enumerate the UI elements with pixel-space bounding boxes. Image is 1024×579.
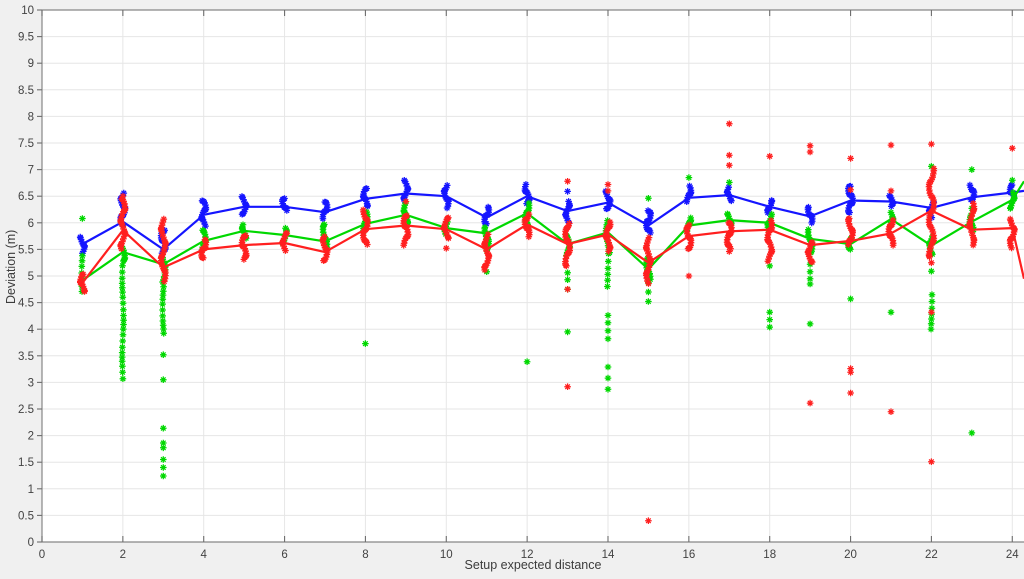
y-tick-label: 3.5	[18, 351, 34, 363]
y-tick-label: 9.5	[18, 32, 34, 44]
series-blue-mean-line	[81, 189, 1024, 251]
y-tick-label: 8	[28, 111, 34, 123]
y-axis-label: Deviation (m)	[4, 229, 18, 304]
x-tick-label: 16	[682, 549, 695, 561]
y-tick-label: 1	[28, 484, 34, 496]
y-tick-label: 7.5	[18, 138, 34, 150]
x-tick-label: 0	[39, 549, 45, 561]
x-tick-label: 6	[281, 549, 287, 561]
tick-marks	[37, 9, 1013, 543]
y-tick-label: 2.5	[18, 404, 34, 416]
x-tick-label: 12	[521, 549, 534, 561]
x-tick-label: 24	[1006, 549, 1019, 561]
series-red-mean-line	[81, 209, 1024, 284]
x-tick-label: 22	[925, 549, 938, 561]
tick-labels: 0 2 4 6 8 10 12 14 16 18 20 22 2400.511.522.533.544.…	[18, 5, 1019, 561]
y-tick-label: 0	[28, 537, 34, 549]
x-tick-label: 14	[602, 549, 615, 561]
y-tick-label: 4	[28, 324, 35, 336]
y-tick-label: 10	[21, 5, 34, 17]
y-tick-label: 5	[28, 271, 34, 283]
x-tick-label: 10	[440, 549, 453, 561]
y-tick-label: 0.5	[18, 510, 34, 522]
x-axis-label: Setup expected distance	[464, 558, 602, 572]
y-tick-label: 4.5	[18, 298, 34, 310]
y-tick-label: 9	[28, 58, 34, 70]
y-tick-label: 7	[28, 165, 34, 177]
y-tick-label: 6	[28, 218, 34, 230]
x-tick-label: 8	[362, 549, 368, 561]
x-tick-label: 4	[201, 549, 208, 561]
y-tick-label: 2	[28, 431, 34, 443]
y-tick-label: 3	[28, 377, 34, 389]
y-tick-label: 8.5	[18, 85, 34, 97]
grid-lines	[42, 10, 1024, 542]
y-tick-label: 1.5	[18, 457, 34, 469]
y-tick-label: 5.5	[18, 244, 34, 256]
x-tick-label: 2	[120, 549, 126, 561]
y-tick-label: 6.5	[18, 191, 34, 203]
x-tick-label: 20	[844, 549, 857, 561]
x-tick-label: 18	[763, 549, 776, 561]
